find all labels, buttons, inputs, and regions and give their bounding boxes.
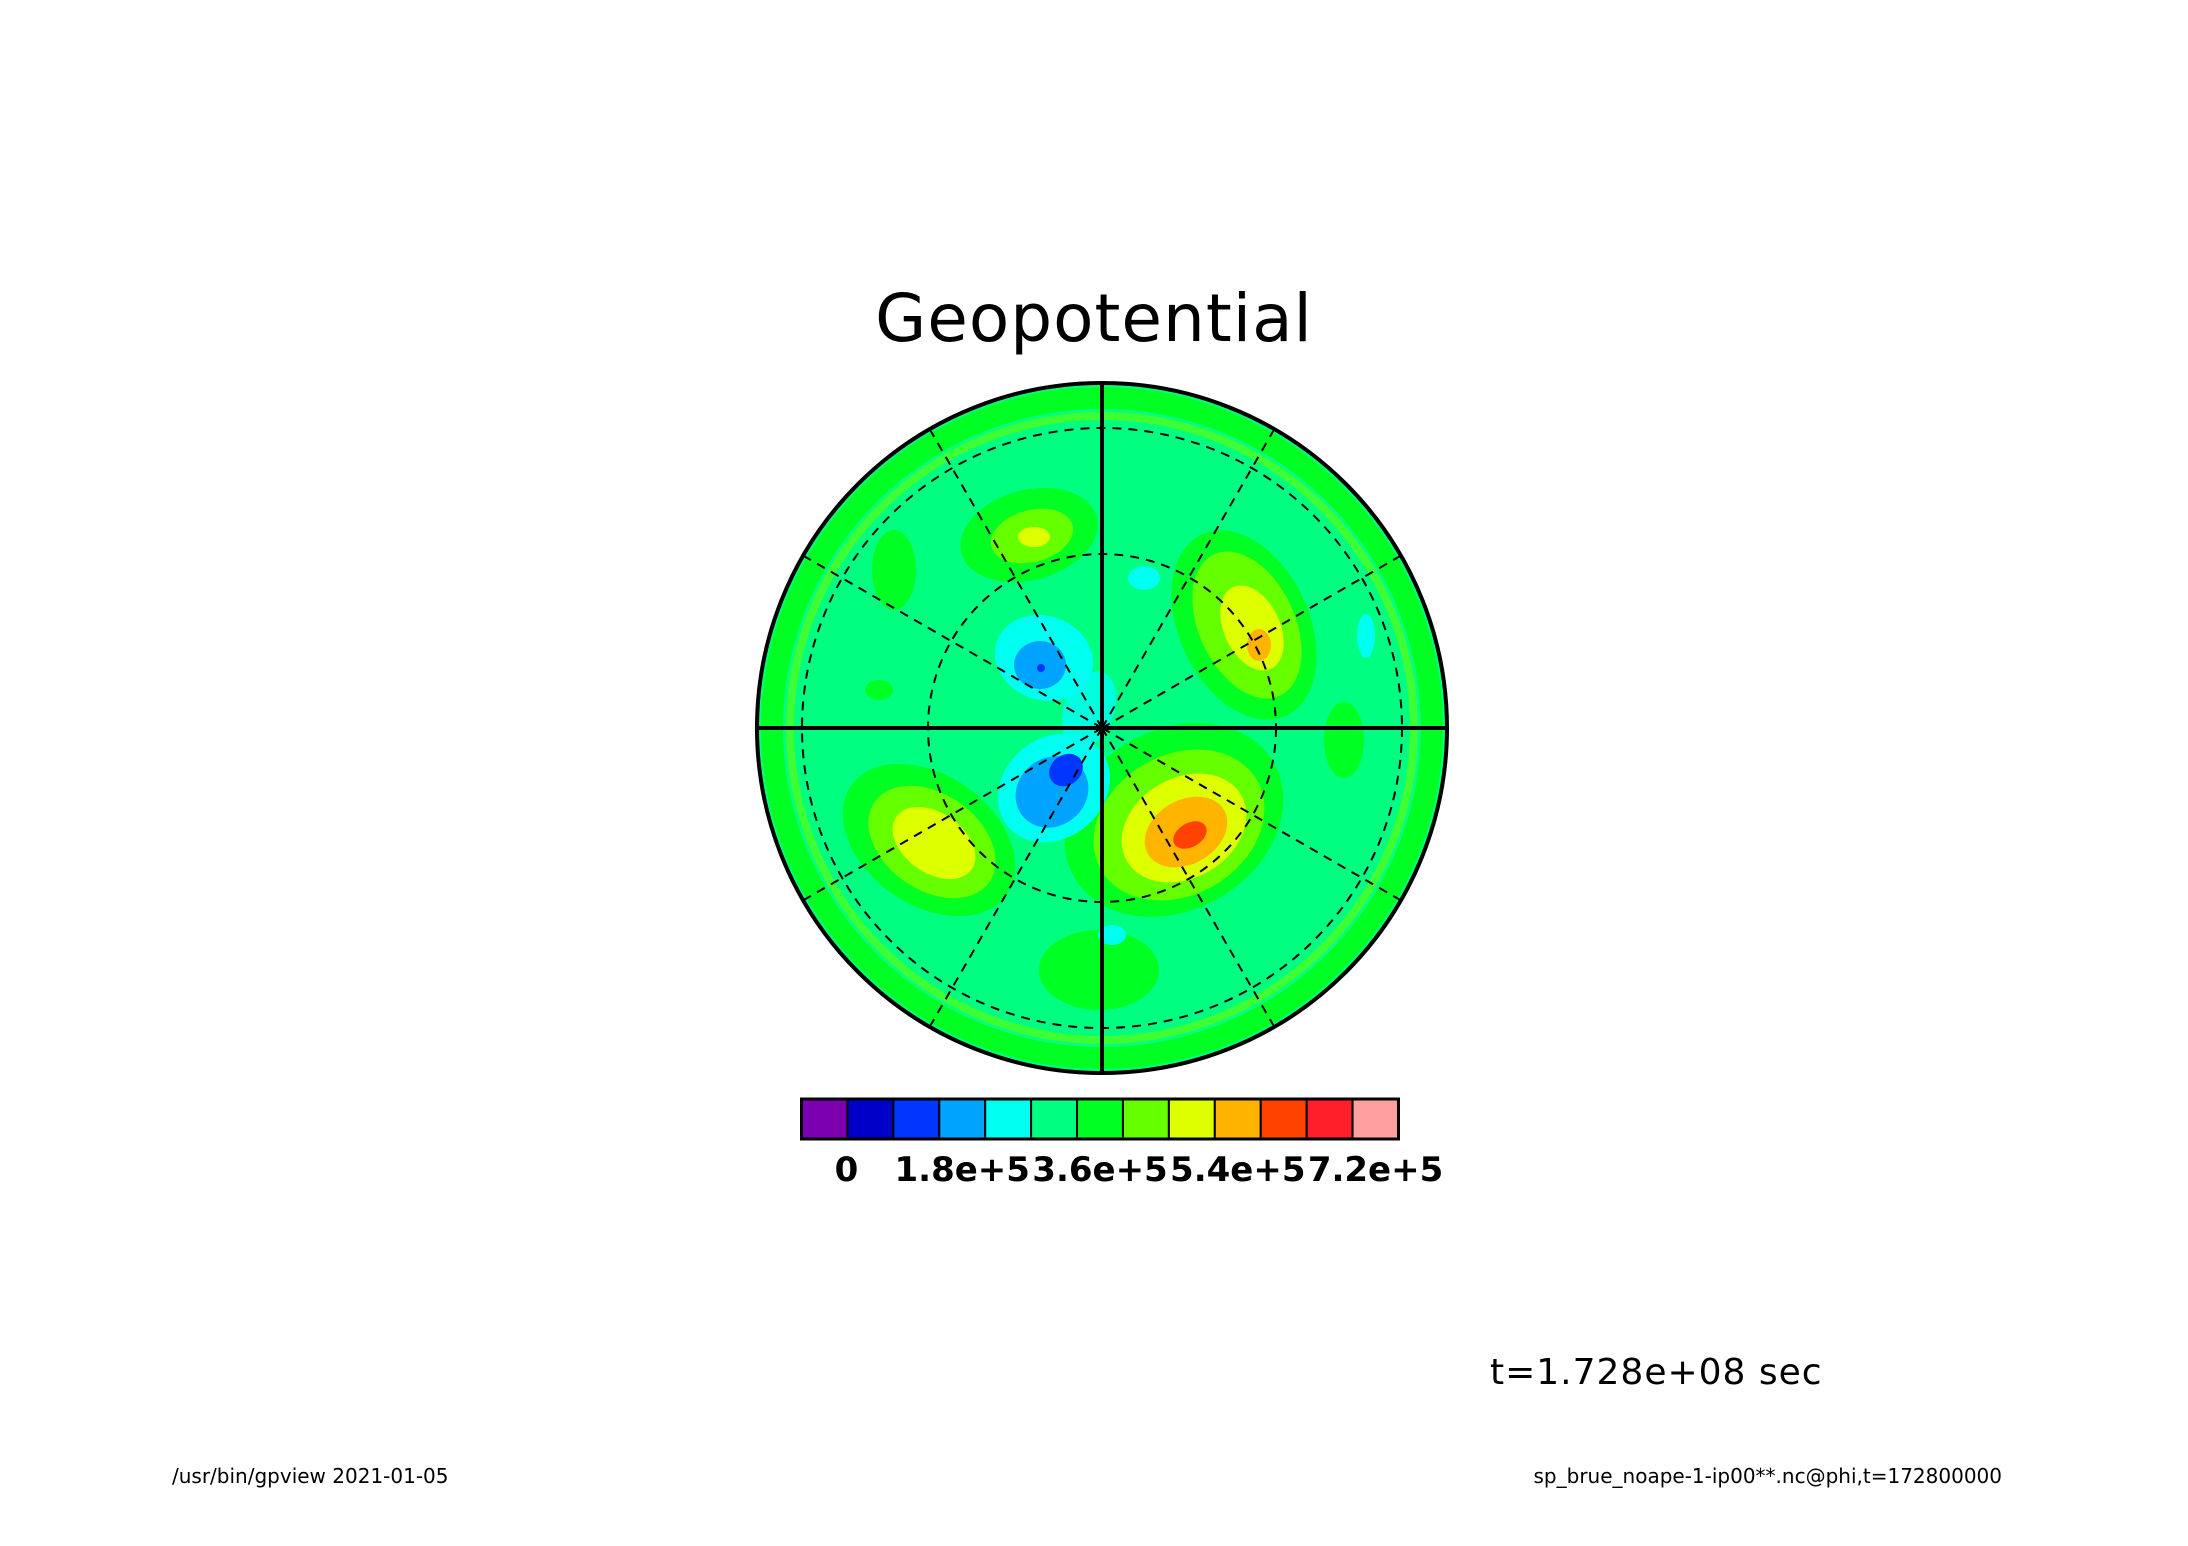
colorbar-tick-label: 1.8e+5 xyxy=(894,1150,1030,1190)
colorbar-frame xyxy=(800,1097,1400,1141)
meridian-30 xyxy=(1101,427,1276,729)
colorbar-tick-label: 3.6e+5 xyxy=(1032,1150,1168,1190)
colorbar-cell xyxy=(892,1098,941,1140)
colorbar-cell xyxy=(800,1098,849,1140)
colorbar-cell xyxy=(1213,1098,1262,1140)
patch-west xyxy=(872,530,916,610)
patch-east-cyan xyxy=(1357,614,1375,658)
meridian-150 xyxy=(1101,727,1276,1029)
colorbar-cell xyxy=(1121,1098,1170,1140)
footer-left: /usr/bin/gpview 2021-01-05 xyxy=(172,1464,449,1488)
colorbar-cell xyxy=(1076,1098,1124,1140)
colorbar-cell xyxy=(1305,1098,1354,1140)
meridian-330 xyxy=(928,427,1103,729)
colorbar-cell xyxy=(1167,1098,1216,1140)
patch-west-green xyxy=(865,680,893,700)
anomaly-high-northeast xyxy=(1171,530,1317,720)
patch-east xyxy=(1324,702,1364,778)
patch-south xyxy=(1039,930,1159,1010)
anomaly-high-north xyxy=(960,487,1098,583)
meridian-300 xyxy=(801,554,1103,729)
colorbar-cell xyxy=(1259,1098,1308,1140)
colorbar-cell xyxy=(846,1098,895,1140)
patch-south-cyan xyxy=(1098,925,1126,945)
map-frame xyxy=(755,381,1449,1075)
meridian-120 xyxy=(1101,727,1403,902)
grid-lines xyxy=(755,381,1449,1075)
map-title: Geopotential xyxy=(875,280,1313,357)
colorbar-cell xyxy=(938,1098,987,1140)
polar-map xyxy=(755,381,1449,1075)
anomaly-low-center-north xyxy=(994,614,1094,702)
colorbar-cells xyxy=(800,1098,1400,1140)
colorbar-cell xyxy=(984,1098,1033,1140)
field-layer xyxy=(757,383,1447,1073)
patch-north-cyan xyxy=(1128,566,1160,590)
colorbar-tick-label: 7.2e+5 xyxy=(1307,1150,1444,1190)
meridian-240 xyxy=(801,727,1103,902)
colorbar-cell xyxy=(1351,1098,1400,1140)
colorbar-tick-label: 5.4e+5 xyxy=(1170,1150,1306,1190)
colorbar xyxy=(800,1097,1400,1141)
colorbar-cell xyxy=(1030,1098,1079,1140)
meridian-60 xyxy=(1101,554,1403,729)
meridian-210 xyxy=(928,727,1103,1029)
colorbar-tick-label: 0 xyxy=(834,1150,859,1190)
footer-right: sp_brue_noape-1-ip00**.nc@phi,t=17280000… xyxy=(1533,1464,2002,1488)
time-label: t=1.728e+08 sec xyxy=(1490,1352,1823,1393)
